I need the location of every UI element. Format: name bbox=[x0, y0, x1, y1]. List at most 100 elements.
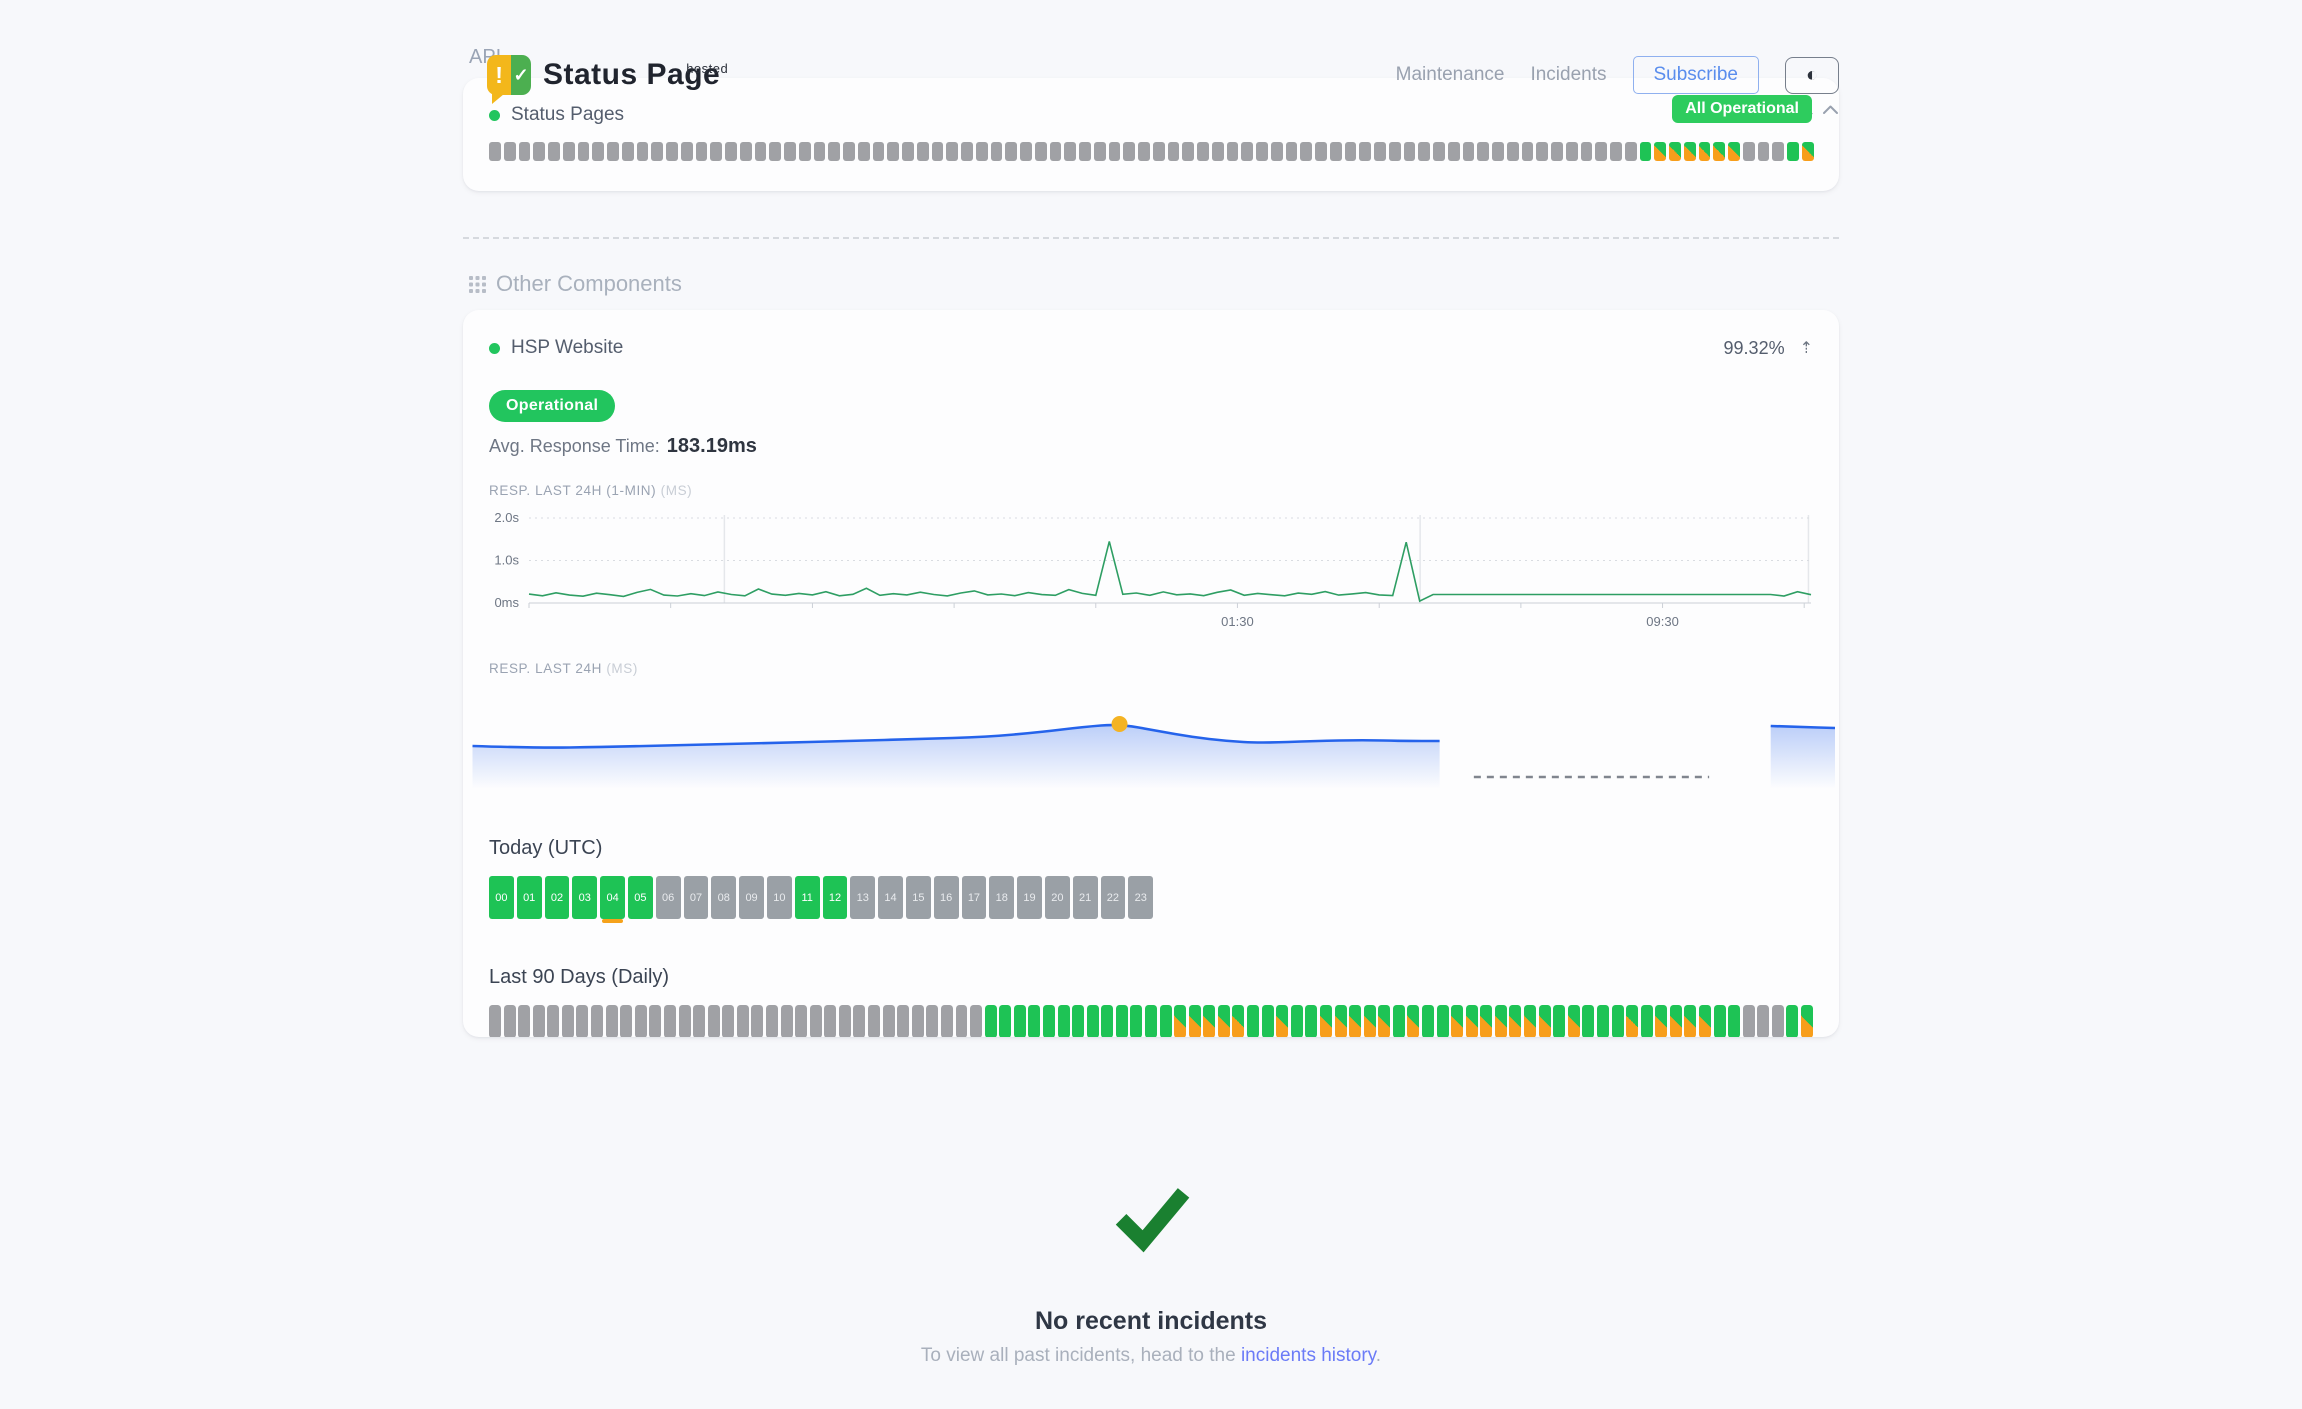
uptime-bar[interactable] bbox=[946, 142, 958, 161]
uptime-bar[interactable] bbox=[784, 142, 796, 161]
uptime-bar[interactable] bbox=[710, 142, 722, 161]
uptime-bar[interactable] bbox=[824, 1005, 837, 1037]
uptime-bar[interactable] bbox=[1130, 1005, 1143, 1037]
uptime-bar[interactable] bbox=[751, 1005, 764, 1037]
uptime-bar[interactable] bbox=[1211, 142, 1224, 161]
uptime-bar[interactable] bbox=[1611, 1005, 1624, 1037]
uptime-bar[interactable] bbox=[548, 142, 560, 161]
uptime-bar[interactable] bbox=[1086, 1005, 1099, 1037]
hour-block[interactable]: 17 bbox=[961, 876, 987, 919]
uptime-bar[interactable] bbox=[1654, 142, 1666, 161]
uptime-bar[interactable] bbox=[1801, 1005, 1814, 1037]
uptime-bar[interactable] bbox=[1610, 142, 1622, 161]
hour-block[interactable]: 12 bbox=[822, 876, 848, 919]
uptime-bar[interactable] bbox=[795, 1005, 808, 1037]
uptime-bar[interactable] bbox=[503, 142, 516, 161]
uptime-bar[interactable] bbox=[780, 1005, 793, 1037]
uptime-bar[interactable] bbox=[1640, 1005, 1653, 1037]
uptime-bar[interactable] bbox=[1436, 1005, 1449, 1037]
uptime-bar[interactable] bbox=[1319, 1005, 1332, 1037]
uptime-bar[interactable] bbox=[1771, 1005, 1784, 1037]
uptime-bar[interactable] bbox=[955, 1005, 968, 1037]
uptime-bar[interactable] bbox=[1197, 142, 1209, 161]
uptime-bar[interactable] bbox=[754, 142, 767, 161]
uptime-bar[interactable] bbox=[532, 1005, 545, 1037]
uptime-bar[interactable] bbox=[1669, 1005, 1682, 1037]
brand-logo[interactable]: ! ✓ Status Page hosted bbox=[487, 52, 728, 104]
uptime-bar[interactable] bbox=[1232, 1005, 1245, 1037]
uptime-bar[interactable] bbox=[1624, 142, 1637, 161]
uptime-bar[interactable] bbox=[561, 1005, 574, 1037]
uptime-bar[interactable] bbox=[1188, 1005, 1201, 1037]
uptime-bar[interactable] bbox=[984, 1005, 997, 1037]
uptime-bar[interactable] bbox=[666, 142, 678, 161]
uptime-bar[interactable] bbox=[1374, 142, 1386, 161]
uptime-bar[interactable] bbox=[736, 1005, 749, 1037]
uptime-bar[interactable] bbox=[1300, 142, 1312, 161]
hour-block[interactable]: 21 bbox=[1072, 876, 1098, 919]
uptime-bar[interactable] bbox=[1669, 142, 1681, 161]
uptime-bar[interactable] bbox=[1315, 142, 1327, 161]
uptime-bar[interactable] bbox=[1462, 142, 1475, 161]
uptime-bar[interactable] bbox=[1698, 1005, 1711, 1037]
uptime-bar[interactable] bbox=[1713, 1005, 1726, 1037]
uptime-bar[interactable] bbox=[1422, 1005, 1434, 1037]
uptime-bar[interactable] bbox=[562, 142, 575, 161]
overall-status-badge[interactable]: All Operational bbox=[1672, 95, 1812, 123]
uptime-bar[interactable] bbox=[1565, 142, 1578, 161]
hour-block[interactable]: 06 bbox=[655, 876, 681, 919]
uptime-bar[interactable] bbox=[1057, 1005, 1070, 1037]
uptime-bar[interactable] bbox=[1064, 142, 1076, 161]
uptime-bar[interactable] bbox=[916, 142, 929, 161]
uptime-bar[interactable] bbox=[1020, 142, 1032, 161]
uptime-bar[interactable] bbox=[576, 1005, 589, 1037]
uptime-bar[interactable] bbox=[1582, 1005, 1595, 1037]
uptime-bar[interactable] bbox=[1392, 1005, 1405, 1037]
uptime-bar[interactable] bbox=[853, 1005, 866, 1037]
uptime-bar[interactable] bbox=[1270, 142, 1283, 161]
uptime-bar[interactable] bbox=[1742, 142, 1755, 161]
uptime-bar[interactable] bbox=[1378, 1005, 1391, 1037]
uptime-bar[interactable] bbox=[1359, 142, 1371, 161]
uptime-bar[interactable] bbox=[1363, 1005, 1376, 1037]
uptime-bar[interactable] bbox=[1477, 142, 1489, 161]
uptime-bar[interactable] bbox=[1506, 142, 1519, 161]
uptime-bar[interactable] bbox=[1553, 1005, 1566, 1037]
hour-block[interactable]: 01 bbox=[516, 876, 542, 919]
uptime-bar[interactable] bbox=[1684, 1005, 1697, 1037]
uptime-bar[interactable] bbox=[1492, 142, 1504, 161]
uptime-bar[interactable] bbox=[838, 1005, 851, 1037]
hour-block[interactable]: 02 bbox=[544, 876, 570, 919]
hour-block[interactable]: 23 bbox=[1128, 876, 1154, 919]
uptime-bar[interactable] bbox=[1182, 142, 1194, 161]
uptime-bar[interactable] bbox=[1728, 142, 1740, 161]
uptime-bar[interactable] bbox=[911, 1005, 924, 1037]
uptime-bar[interactable] bbox=[518, 142, 531, 161]
uptime-bar[interactable] bbox=[1349, 1005, 1362, 1037]
uptime-bar[interactable] bbox=[1639, 142, 1652, 161]
uptime-bar[interactable] bbox=[591, 1005, 604, 1037]
uptime-bar[interactable] bbox=[1276, 1005, 1289, 1037]
uptime-bar[interactable] bbox=[1005, 142, 1017, 161]
uptime-bar[interactable] bbox=[1344, 142, 1357, 161]
uptime-bar[interactable] bbox=[1742, 1005, 1755, 1037]
hour-block[interactable]: 11 bbox=[794, 876, 820, 919]
uptime-bar[interactable] bbox=[1072, 1005, 1085, 1037]
hour-block[interactable]: 08 bbox=[711, 876, 737, 919]
uptime-bar[interactable] bbox=[798, 142, 811, 161]
chevron-up-icon[interactable] bbox=[1822, 104, 1839, 115]
uptime-bar[interactable] bbox=[1536, 142, 1548, 161]
uptime-bar[interactable] bbox=[1772, 142, 1784, 161]
uptime-bar[interactable] bbox=[1079, 142, 1091, 161]
uptime-bar[interactable] bbox=[1256, 142, 1268, 161]
uptime-bar[interactable] bbox=[999, 1005, 1012, 1037]
uptime-bar[interactable] bbox=[1285, 142, 1298, 161]
uptime-bar[interactable] bbox=[940, 1005, 953, 1037]
uptime-bar[interactable] bbox=[503, 1005, 516, 1037]
uptime-bar[interactable] bbox=[1683, 142, 1696, 161]
uptime-bar[interactable] bbox=[1596, 1005, 1609, 1037]
uptime-bar[interactable] bbox=[695, 142, 708, 161]
uptime-bar[interactable] bbox=[678, 1005, 691, 1037]
hour-block[interactable]: 05 bbox=[627, 876, 653, 919]
hour-block[interactable]: 15 bbox=[905, 876, 931, 919]
